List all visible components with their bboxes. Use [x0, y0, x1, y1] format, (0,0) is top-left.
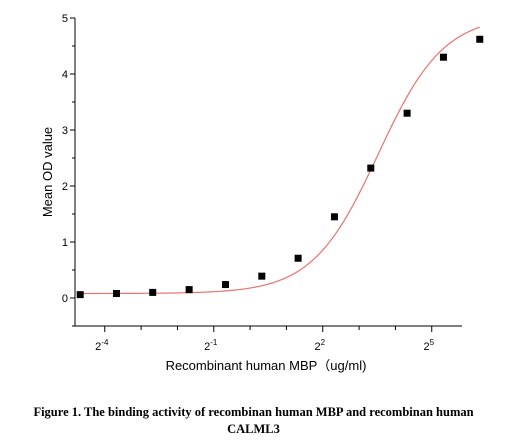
y-tick-label: 4 [62, 69, 68, 81]
data-point [112, 290, 120, 298]
fit-curve [80, 26, 480, 295]
data-point [330, 213, 338, 221]
caption-line-1: Figure 1. The binding activity of recomb… [33, 405, 474, 419]
data-point [185, 286, 193, 294]
data-point [403, 109, 411, 117]
figure-caption: Figure 1. The binding activity of recomb… [0, 404, 507, 438]
axes: 0 1 2 3 4 5 2-4 2-1 22 25 [62, 13, 462, 353]
data-points-layer [76, 35, 484, 299]
y-tick-label: 5 [62, 13, 68, 25]
data-point [439, 53, 447, 61]
y-axis-label: Mean OD value [40, 127, 55, 217]
y-tick-label: 1 [62, 237, 68, 249]
data-point [258, 272, 266, 280]
caption-line-2: CALML3 [227, 422, 280, 436]
data-point [149, 288, 157, 296]
x-axis-label: Recombinant human MBP（ug/ml) [166, 358, 367, 373]
data-point [476, 35, 484, 43]
x-tick-label: 2-4 [95, 338, 109, 353]
data-point [294, 254, 302, 262]
x-tick-label: 25 [423, 338, 434, 353]
y-tick-label: 3 [62, 125, 68, 137]
chart: 0 1 2 3 4 5 2-4 2-1 22 25 Mean OD value Recombina… [40, 13, 484, 373]
y-tick-label: 2 [62, 181, 68, 193]
fit-curve-layer [80, 26, 480, 295]
x-tick-label: 2-1 [204, 338, 218, 353]
data-point [367, 164, 375, 172]
x-tick-label: 22 [314, 338, 325, 353]
y-tick-label: 0 [62, 293, 68, 305]
data-point [76, 291, 84, 299]
data-point [221, 281, 229, 289]
